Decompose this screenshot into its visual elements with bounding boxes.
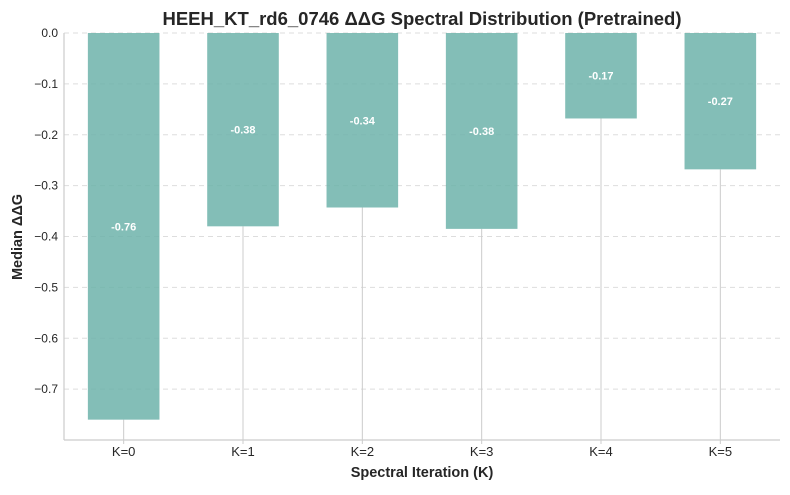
y-tick-label: −0.6 <box>34 331 58 345</box>
data-label-layer: -0.76 -0.38 -0.34 -0.38 -0.17 -0.27 <box>111 71 733 234</box>
y-tick-label: −0.7 <box>34 382 58 396</box>
bar <box>326 33 399 208</box>
x-tick-label: K=1 <box>231 444 255 459</box>
bar <box>207 33 279 227</box>
y-tick-label: −0.4 <box>34 230 58 244</box>
bar-value-label: -0.34 <box>350 115 376 127</box>
y-tick-label: 0.0 <box>41 26 58 40</box>
grid-layer <box>64 32 780 390</box>
y-tick-label: −0.5 <box>34 280 58 294</box>
x-tick-label: K=4 <box>589 444 613 459</box>
x-tick-label: K=2 <box>351 444 375 459</box>
bar-value-label: -0.27 <box>708 96 733 108</box>
bar-value-label: -0.76 <box>111 221 136 233</box>
bar <box>684 33 757 170</box>
y-tick-label: −0.1 <box>34 77 58 91</box>
bar <box>445 33 518 229</box>
x-tick-label: K=5 <box>709 444 733 459</box>
bar <box>565 33 637 119</box>
bar-value-label: -0.38 <box>469 126 494 138</box>
bar <box>87 33 160 420</box>
x-tick-label: K=3 <box>470 444 494 459</box>
chart-title: HEEH_KT_rd6_0746 ΔΔG Spectral Distributi… <box>162 8 681 29</box>
y-tick-label: −0.2 <box>34 128 58 142</box>
stem-layer <box>123 118 721 440</box>
bar-value-label: -0.17 <box>588 71 613 83</box>
x-axis-label: Spectral Iteration (K) <box>351 465 494 481</box>
y-tick-label: −0.3 <box>34 179 58 193</box>
axis-layer: 0.0 −0.1 −0.2 −0.3 −0.4 −0.5 −0.6 −0.7 K=0 K=1 K=2… <box>34 26 780 459</box>
bar-value-label: -0.38 <box>230 125 255 137</box>
y-axis-label: Median ΔΔG <box>10 194 26 280</box>
bar-layer <box>87 33 757 420</box>
x-tick-label: K=0 <box>112 444 136 459</box>
